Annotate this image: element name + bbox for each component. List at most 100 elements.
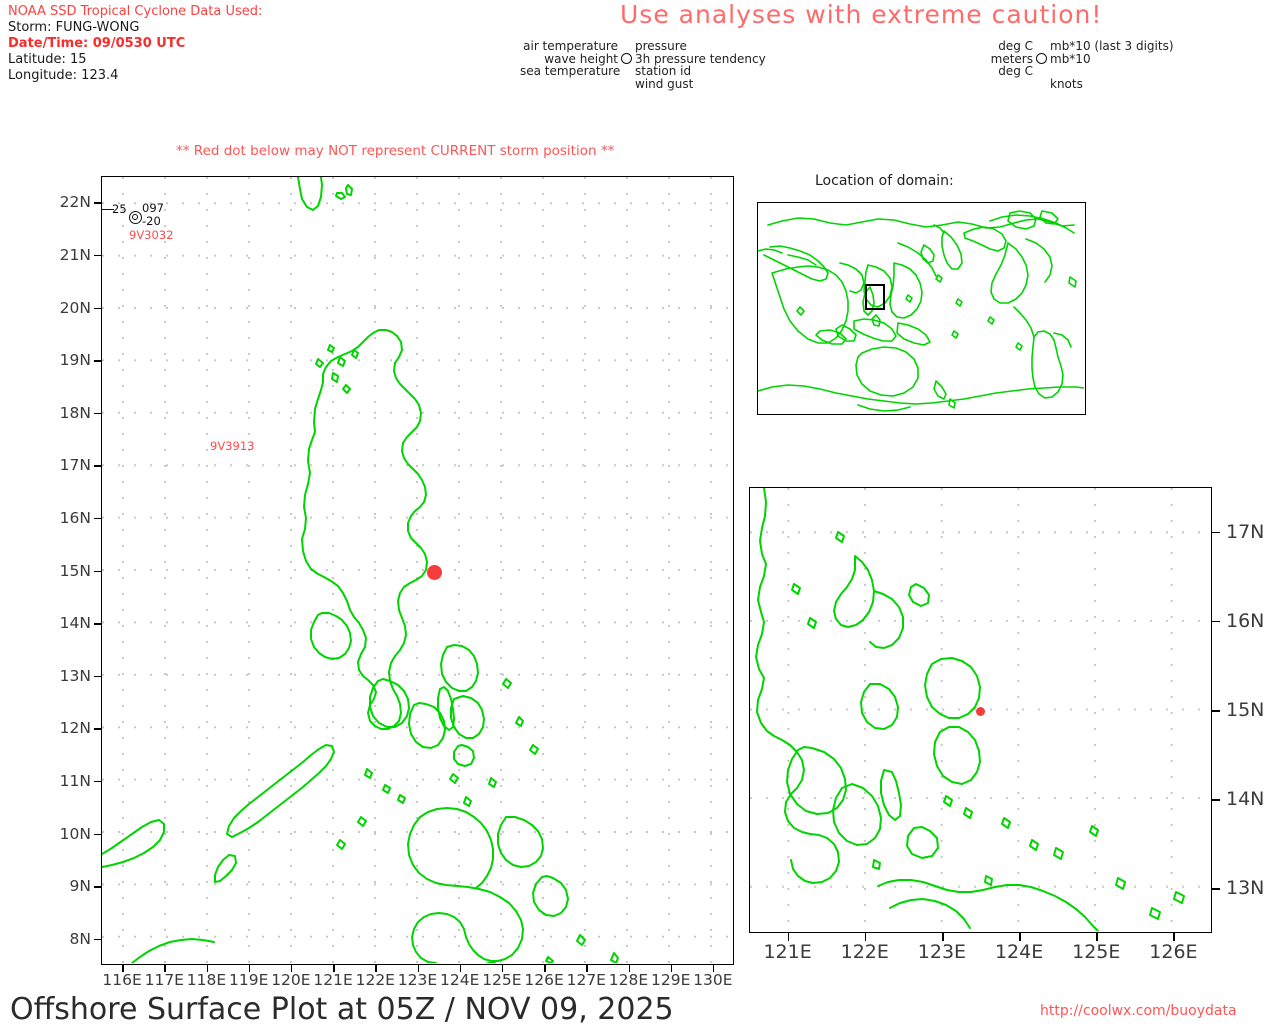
source-url[interactable]: http://coolwx.com/buoydata	[1040, 1003, 1237, 1019]
lat-tick-label: 13N	[59, 666, 91, 685]
station-plot-9V3032[interactable]: 25 097 -20 9V3032	[102, 199, 194, 242]
lat-tick-label: 9N	[69, 877, 91, 896]
zoom-lon-tick-mark	[1096, 933, 1098, 941]
zoom-lat-tick-label: 15N	[1226, 699, 1265, 721]
lat-tick-label: 15N	[59, 561, 91, 580]
lat-tick-mark	[94, 886, 101, 888]
lon-tick-label: 127E	[566, 971, 606, 989]
lon-tick-mark	[333, 965, 335, 972]
units-row-temp-pressure: deg C mb*10 (last 3 digits)	[985, 39, 1173, 53]
zoom-map-coastlines	[755, 488, 1185, 931]
zoom-map-gridlines	[750, 488, 1210, 931]
units-row-windgust: knots	[985, 76, 1174, 91]
zoom-lat-tick-mark	[1212, 710, 1220, 712]
world-location-inset[interactable]	[757, 202, 1086, 415]
lat-tick-mark	[94, 675, 101, 678]
units-wind-gust: knots	[1050, 76, 1083, 91]
zoom-lon-tick-label: 121E	[763, 941, 812, 963]
lon-tick-mark	[248, 965, 251, 972]
lon-tick-mark	[712, 965, 715, 972]
lat-tick-label: 19N	[59, 351, 91, 370]
zoom-map-panel[interactable]	[749, 487, 1212, 933]
lat-tick-label: 18N	[59, 403, 91, 422]
units-air-temperature: deg C	[998, 39, 1033, 53]
lat-tick-label: 22N	[59, 193, 91, 212]
lon-tick-label: 119E	[228, 971, 269, 989]
lat-tick-mark	[94, 780, 101, 783]
storm-datetime-line: Date/Time: 09/0530 UTC	[8, 36, 186, 51]
zoom-lon-tick-label: 126E	[1149, 941, 1198, 963]
lat-tick-mark	[94, 517, 101, 520]
main-map-panel[interactable]: 25 097 -20 9V3032 9V3913	[101, 176, 734, 965]
lat-tick-label: 21N	[59, 245, 91, 264]
zoom-lat-tick-mark	[1212, 531, 1220, 534]
lon-tick-mark	[164, 965, 166, 972]
lat-tick-mark	[94, 254, 101, 257]
lon-tick-label: 126E	[524, 971, 564, 989]
domain-extent-box	[865, 284, 885, 310]
station-circle-units-icon	[1036, 53, 1047, 65]
legend-row-windgust: wind gust	[520, 76, 766, 91]
lat-tick-mark	[94, 465, 101, 467]
zoom-lat-tick-mark	[1212, 620, 1220, 623]
lon-tick-label: 129E	[650, 971, 691, 989]
legend-sea-temperature: sea temperature	[520, 64, 621, 78]
noaa-source-line: NOAA SSD Tropical Cyclone Data Used:	[8, 4, 263, 19]
world-coastlines	[758, 210, 1085, 412]
lon-tick-mark	[459, 965, 462, 972]
lat-tick-label: 8N	[69, 929, 91, 948]
zoom-lat-tick-label: 13N	[1226, 877, 1265, 900]
lat-tick-mark	[94, 360, 101, 362]
lat-tick-mark	[94, 570, 101, 573]
zoom-lon-tick-mark	[864, 933, 867, 941]
lon-tick-label: 123E	[397, 971, 438, 989]
zoom-lon-tick-mark	[1019, 933, 1021, 941]
legend-wind-gust: wind gust	[635, 76, 694, 91]
storm-latitude-line: Latitude: 15	[8, 52, 87, 67]
station-plot-9V3913[interactable]: 9V3913	[210, 439, 254, 453]
lat-tick-mark	[94, 728, 101, 730]
storm-longitude-line: Longitude: 123.4	[8, 68, 119, 83]
storm-position-marker[interactable]	[427, 565, 442, 580]
legend-row-wave-tendency: wave height 3h pressure tendency	[520, 51, 765, 66]
lon-tick-mark	[122, 965, 124, 972]
lat-tick-label: 12N	[59, 719, 91, 738]
inset-title: Location of domain:	[815, 173, 954, 189]
lat-tick-mark	[94, 412, 101, 415]
lon-tick-label: 120E	[271, 971, 311, 989]
lat-tick-mark	[94, 938, 101, 941]
units-row-sst: deg C	[985, 65, 1174, 78]
legend-pressure: pressure	[635, 39, 687, 53]
lon-tick-mark	[544, 965, 546, 972]
zoom-lon-tick-mark	[787, 933, 790, 941]
lat-tick-label: 11N	[59, 771, 91, 790]
lon-tick-mark	[206, 965, 209, 972]
zoom-lon-tick-label: 122E	[840, 941, 889, 963]
storm-position-warning: ** Red dot below may NOT represent CURRE…	[176, 143, 615, 159]
lon-tick-label: 128E	[608, 971, 649, 989]
lat-tick-mark	[94, 833, 101, 836]
units-wave-height: meters	[990, 51, 1033, 66]
lat-tick-label: 16N	[59, 508, 91, 527]
legend-wave-height: wave height	[544, 51, 618, 66]
units-row-wave-tendency: meters mb*10	[985, 51, 1174, 66]
station-pressure: 097	[142, 201, 164, 215]
world-inset-plot-area	[758, 203, 1085, 414]
storm-position-marker-zoom[interactable]	[976, 707, 985, 716]
lon-tick-label: 117E	[144, 971, 184, 989]
zoom-lon-tick-label: 123E	[917, 941, 967, 963]
header-info-block: NOAA SSD Tropical Cyclone Data Used: Sto…	[8, 4, 262, 84]
zoom-lon-tick-label: 124E	[994, 941, 1044, 963]
lon-tick-label: 122E	[355, 971, 395, 989]
lat-tick-mark	[94, 307, 101, 310]
storm-name-line: Storm: FUNG-WONG	[8, 20, 140, 35]
main-map-coastlines	[102, 177, 619, 963]
station-circle-icon	[129, 211, 142, 224]
station-circle-icon	[621, 53, 632, 65]
zoom-lon-tick-mark	[1173, 933, 1175, 941]
lat-tick-mark	[94, 202, 101, 204]
wind-barb-icon	[102, 209, 114, 211]
lon-tick-mark	[670, 965, 673, 972]
lon-tick-label: 130E	[693, 971, 733, 989]
caution-banner: Use analyses with extreme caution!	[620, 0, 1103, 29]
